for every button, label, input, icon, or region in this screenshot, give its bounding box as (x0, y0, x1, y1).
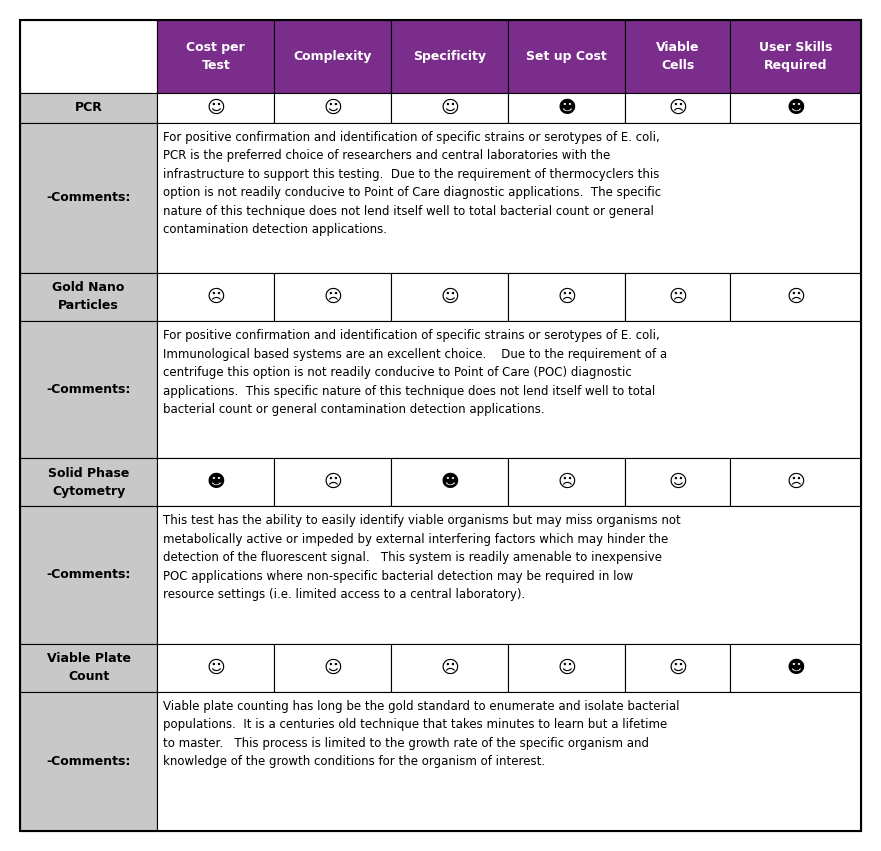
Bar (274, 93, 391, 123)
Bar (508, 20, 626, 93)
Text: ☺: ☺ (323, 99, 342, 117)
Bar (508, 643, 626, 692)
Text: ☺: ☺ (206, 659, 226, 677)
Bar (158, 692, 861, 831)
Bar (391, 20, 508, 93)
Bar (158, 93, 274, 123)
Text: ☻: ☻ (558, 99, 576, 117)
Text: ☹: ☹ (558, 473, 576, 491)
Text: Specificity: Specificity (413, 50, 486, 63)
Bar (20, 692, 158, 831)
Bar (20, 321, 158, 458)
Text: ☺: ☺ (206, 99, 226, 117)
Text: ☹: ☹ (668, 288, 687, 306)
Text: ☺: ☺ (440, 99, 459, 117)
Text: ☺: ☺ (668, 659, 687, 677)
Text: Cost per
Test: Cost per Test (187, 41, 245, 72)
Text: Gold Nano
Particles: Gold Nano Particles (53, 282, 125, 312)
Text: ☻: ☻ (206, 473, 226, 491)
Text: -Comments:: -Comments: (47, 755, 131, 768)
Bar (626, 643, 729, 692)
Bar (274, 643, 391, 692)
Bar (729, 458, 861, 506)
Text: ☹: ☹ (323, 288, 342, 306)
Text: ☻: ☻ (786, 659, 805, 677)
Text: ☹: ☹ (786, 473, 805, 491)
Bar (508, 458, 626, 506)
Bar (20, 123, 158, 273)
Text: ☻: ☻ (440, 473, 459, 491)
Bar (729, 273, 861, 321)
Bar (20, 643, 158, 692)
Bar (626, 458, 729, 506)
Bar (20, 273, 158, 321)
Text: ☹: ☹ (668, 99, 687, 117)
Bar (158, 20, 274, 93)
Text: Viable plate counting has long be the gold standard to enumerate and isolate bac: Viable plate counting has long be the go… (163, 700, 680, 768)
Bar (508, 273, 626, 321)
Bar (158, 273, 274, 321)
Text: Solid Phase
Cytometry: Solid Phase Cytometry (48, 467, 130, 498)
Text: For positive confirmation and identification of specific strains or serotypes of: For positive confirmation and identifica… (163, 329, 668, 416)
Bar (729, 20, 861, 93)
Text: ☹: ☹ (440, 659, 459, 677)
Text: ☺: ☺ (668, 473, 687, 491)
Text: ☺: ☺ (440, 288, 459, 306)
Bar (158, 643, 274, 692)
Bar (508, 93, 626, 123)
Bar (274, 458, 391, 506)
Text: ☹: ☹ (323, 473, 342, 491)
Bar (626, 20, 729, 93)
Bar (20, 20, 158, 93)
Text: -Comments:: -Comments: (47, 191, 131, 204)
Text: Viable Plate
Count: Viable Plate Count (47, 652, 130, 683)
Bar (391, 643, 508, 692)
Bar (158, 123, 861, 273)
Bar (20, 506, 158, 643)
Text: Set up Cost: Set up Cost (527, 50, 607, 63)
Text: ☹: ☹ (786, 288, 805, 306)
Text: Complexity: Complexity (293, 50, 372, 63)
Bar (391, 458, 508, 506)
Text: User Skills
Required: User Skills Required (759, 41, 833, 72)
Text: ☺: ☺ (323, 659, 342, 677)
Bar (391, 273, 508, 321)
Bar (158, 458, 274, 506)
Text: Viable
Cells: Viable Cells (655, 41, 700, 72)
Bar (20, 458, 158, 506)
Text: ☹: ☹ (558, 288, 576, 306)
Bar (626, 93, 729, 123)
Bar (274, 20, 391, 93)
Bar (158, 506, 861, 643)
Bar (391, 93, 508, 123)
Bar (20, 93, 158, 123)
Bar (158, 321, 861, 458)
Text: PCR: PCR (75, 101, 102, 114)
Text: -Comments:: -Comments: (47, 568, 131, 581)
Text: ☺: ☺ (558, 659, 576, 677)
Text: For positive confirmation and identification of specific strains or serotypes of: For positive confirmation and identifica… (163, 131, 662, 237)
Text: ☻: ☻ (786, 99, 805, 117)
Bar (729, 643, 861, 692)
Text: ☹: ☹ (206, 288, 226, 306)
Bar (729, 93, 861, 123)
Text: This test has the ability to easily identify viable organisms but may miss organ: This test has the ability to easily iden… (163, 514, 681, 602)
Bar (274, 273, 391, 321)
Bar (626, 273, 729, 321)
Text: -Comments:: -Comments: (47, 383, 131, 396)
